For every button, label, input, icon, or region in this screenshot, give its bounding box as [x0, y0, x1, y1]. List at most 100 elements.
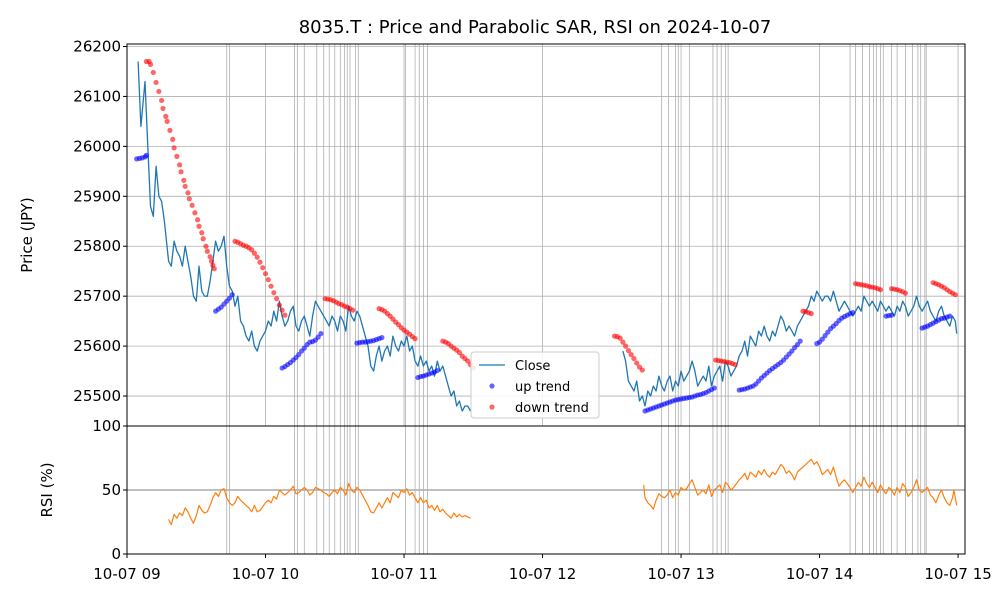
sar-down-point	[732, 361, 738, 368]
sar-down-point	[902, 290, 909, 296]
price-axis-label: Price (JPY)	[18, 197, 36, 272]
legend-label: Close	[515, 359, 550, 374]
sar-down-point	[189, 202, 195, 208]
price-tick-label: 25800	[73, 237, 121, 255]
sar-down-point	[260, 265, 266, 271]
legend: Close up trend down trend	[470, 351, 600, 419]
rsi-layer	[168, 458, 958, 526]
rsi-tick-label: 0	[111, 545, 121, 563]
x-tick-label: 10-07 15	[924, 565, 991, 583]
rsi-line	[168, 483, 471, 526]
sar-down-point	[171, 145, 177, 151]
price-tick-label: 26000	[73, 137, 121, 155]
grid-layer	[126, 44, 965, 491]
sar-down-point	[623, 343, 629, 349]
close-layer	[137, 61, 958, 412]
sar-up-point	[888, 312, 895, 318]
axes-layer	[126, 43, 966, 555]
sar-up-point	[819, 336, 825, 342]
x-tick-label: 10-07 10	[232, 565, 299, 583]
sar-down-point	[262, 271, 269, 277]
sar-down-point	[150, 69, 156, 76]
sar-down-point	[178, 169, 184, 175]
sar-down-point	[625, 347, 632, 354]
x-tick-label: 10-07 12	[509, 565, 576, 583]
sar-down-point	[160, 105, 166, 112]
sar-up-point	[226, 295, 233, 301]
sar-up-point	[947, 313, 953, 319]
sar-up-point	[822, 333, 828, 339]
sar-up-point	[229, 292, 235, 298]
sar-down-point	[211, 266, 217, 272]
sar-down-point	[265, 277, 271, 283]
sar-down-point	[639, 367, 645, 373]
sar-down-point	[273, 296, 280, 302]
sar-down-point	[634, 360, 640, 366]
sar-down-point	[159, 97, 165, 104]
legend-label: down trend	[515, 401, 589, 416]
sar-down-point	[617, 335, 623, 341]
sar-down-point	[174, 153, 180, 159]
sar-down-point	[257, 259, 263, 265]
sar-down-point	[279, 307, 285, 313]
sar-down-point	[249, 247, 255, 253]
sar-down-point	[207, 254, 213, 260]
price-tick-label: 25900	[73, 187, 121, 205]
sar-down-point	[628, 351, 634, 358]
sar-down-point	[181, 177, 187, 183]
sar-up-point	[315, 334, 321, 340]
sar-up-point	[711, 385, 717, 391]
sar-up-point	[143, 152, 149, 158]
sar-down-point	[456, 349, 463, 356]
ticks-layer: 25500 25600 25700 25800 25900 26000 26100 26200…	[73, 37, 992, 583]
rsi-tick-label: 50	[102, 481, 121, 499]
legend-label: up trend	[515, 380, 570, 395]
sar-down-point	[208, 258, 215, 264]
sar-down-point	[186, 196, 192, 202]
sar-down-point	[163, 113, 169, 120]
sar-down-point	[620, 339, 626, 345]
x-tick-label: 10-07 09	[93, 565, 160, 583]
sar-up-point	[825, 329, 831, 335]
sar-down-point	[147, 61, 154, 68]
chart-title: 8035.T : Price and Parabolic SAR, RSI on…	[299, 17, 772, 38]
sar-down-point	[200, 236, 206, 242]
sar-down-point	[268, 283, 274, 289]
sar-down-point	[203, 243, 209, 249]
sar-layer	[134, 58, 958, 414]
sar-down-point	[182, 183, 188, 189]
legend-box	[470, 351, 600, 419]
sar-up-point	[789, 348, 795, 354]
sar-up-point	[296, 351, 302, 358]
sar-down-point	[254, 254, 260, 260]
sar-up-point	[379, 335, 385, 341]
sar-down-point	[170, 136, 176, 142]
rsi-tick-label: 100	[92, 417, 121, 435]
sar-down-point	[465, 358, 471, 364]
x-tick-label: 10-07 14	[786, 565, 853, 583]
sar-down-point	[251, 250, 258, 256]
sar-down-point	[204, 248, 210, 254]
rsi-axis-label: RSI (%)	[38, 462, 56, 517]
rsi-line	[643, 458, 958, 510]
sar-down-point	[631, 355, 637, 362]
sar-down-point	[199, 230, 205, 236]
sar-down-point	[195, 217, 201, 223]
close-price-line	[622, 290, 958, 407]
x-tick-label: 10-07 13	[647, 565, 714, 583]
sar-down-point	[276, 302, 282, 308]
sar-up-point	[797, 338, 803, 344]
sar-down-point	[196, 223, 202, 229]
sar-up-point	[850, 310, 856, 316]
legend-up-swatch	[489, 383, 495, 389]
price-tick-label: 25600	[73, 337, 121, 355]
sar-down-point	[153, 79, 159, 86]
sar-down-point	[877, 287, 884, 293]
sar-down-point	[156, 88, 162, 95]
sar-up-point	[794, 342, 801, 348]
sar-up-point	[434, 367, 440, 374]
price-tick-label: 25700	[73, 287, 121, 305]
vertical-markers-layer	[226, 44, 927, 554]
